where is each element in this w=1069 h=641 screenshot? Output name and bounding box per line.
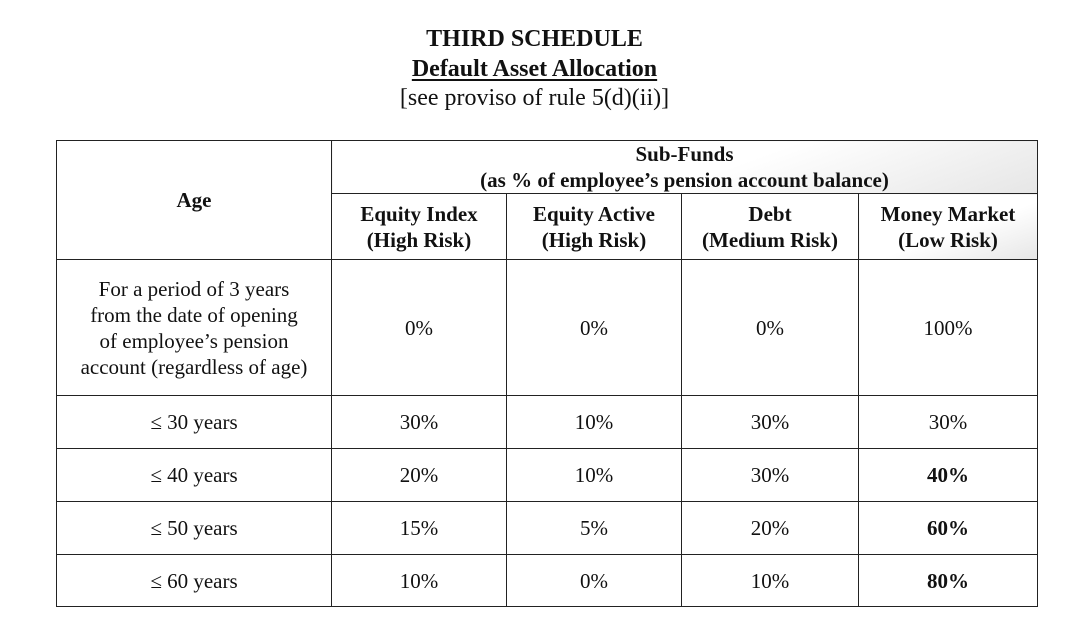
table-row: For a period of 3 years from the date of… xyxy=(56,259,1039,396)
column-risk: (Low Risk) xyxy=(898,227,998,252)
value-cell: 10% xyxy=(331,554,507,607)
column-header-debt: Debt (Medium Risk) xyxy=(681,193,859,260)
value-cell: 10% xyxy=(506,448,682,502)
value-cell: 30% xyxy=(331,395,507,449)
value-cell: 30% xyxy=(857,395,1039,449)
value-cell: 80% xyxy=(857,554,1039,607)
age-cell: For a period of 3 years from the date of… xyxy=(56,259,332,396)
age-cell: ≤ 30 years xyxy=(56,395,332,449)
column-header-equity-active: Equity Active (High Risk) xyxy=(506,193,682,260)
value-cell: 0% xyxy=(681,259,859,396)
value-cell: 15% xyxy=(331,501,507,555)
age-column-header: Age xyxy=(56,140,332,260)
column-name: Money Market xyxy=(880,201,1016,226)
column-name: Equity Index xyxy=(360,201,478,226)
age-text-line: from the date of opening xyxy=(90,302,298,327)
value-cell: 20% xyxy=(331,448,507,502)
column-header-equity-index: Equity Index (High Risk) xyxy=(331,193,507,260)
value-cell: 0% xyxy=(506,554,682,607)
value-cell: 100% xyxy=(857,259,1039,396)
asset-allocation-table: Age Sub-Funds (as % of employee’s pensio… xyxy=(56,140,1039,607)
value-cell: 10% xyxy=(681,554,859,607)
value-cell: 30% xyxy=(681,448,859,502)
column-header-money-market: Money Market (Low Risk) xyxy=(857,193,1039,260)
value-cell: 0% xyxy=(506,259,682,396)
sub-funds-header-line1: Sub-Funds xyxy=(635,142,734,166)
schedule-reference-note: [see proviso of rule 5(d)(ii)] xyxy=(399,85,670,111)
value-cell: 0% xyxy=(331,259,507,396)
table-row: ≤ 50 years 15% 5% 20% 60% xyxy=(56,501,1039,555)
column-name: Equity Active xyxy=(533,201,655,226)
schedule-subtitle: Default Asset Allocation xyxy=(411,56,658,82)
sub-funds-group-header: Sub-Funds (as % of employee’s pension ac… xyxy=(330,140,1039,194)
value-cell: 5% xyxy=(506,501,682,555)
schedule-title: THIRD SCHEDULE xyxy=(426,26,643,52)
value-cell: 20% xyxy=(681,501,859,555)
value-cell: 10% xyxy=(506,395,682,449)
age-text-line: of employee’s pension xyxy=(99,328,289,353)
column-risk: (High Risk) xyxy=(541,227,647,252)
value-cell: 30% xyxy=(681,395,859,449)
value-cell: 40% xyxy=(857,448,1039,502)
column-risk: (Medium Risk) xyxy=(702,227,838,252)
age-text-line: For a period of 3 years xyxy=(98,276,290,301)
column-risk: (High Risk) xyxy=(366,227,472,252)
value-cell: 60% xyxy=(857,501,1039,555)
table-row: ≤ 60 years 10% 0% 10% 80% xyxy=(56,554,1039,607)
table-row: ≤ 30 years 30% 10% 30% 30% xyxy=(56,395,1039,449)
table-row: ≤ 40 years 20% 10% 30% 40% xyxy=(56,448,1039,502)
age-cell: ≤ 60 years xyxy=(56,554,332,607)
age-text-line: account (regardless of age) xyxy=(80,354,308,379)
sub-funds-header-line2: (as % of employee’s pension account bala… xyxy=(480,168,889,192)
age-cell: ≤ 50 years xyxy=(56,501,332,555)
column-name: Debt xyxy=(748,201,792,226)
age-cell: ≤ 40 years xyxy=(56,448,332,502)
